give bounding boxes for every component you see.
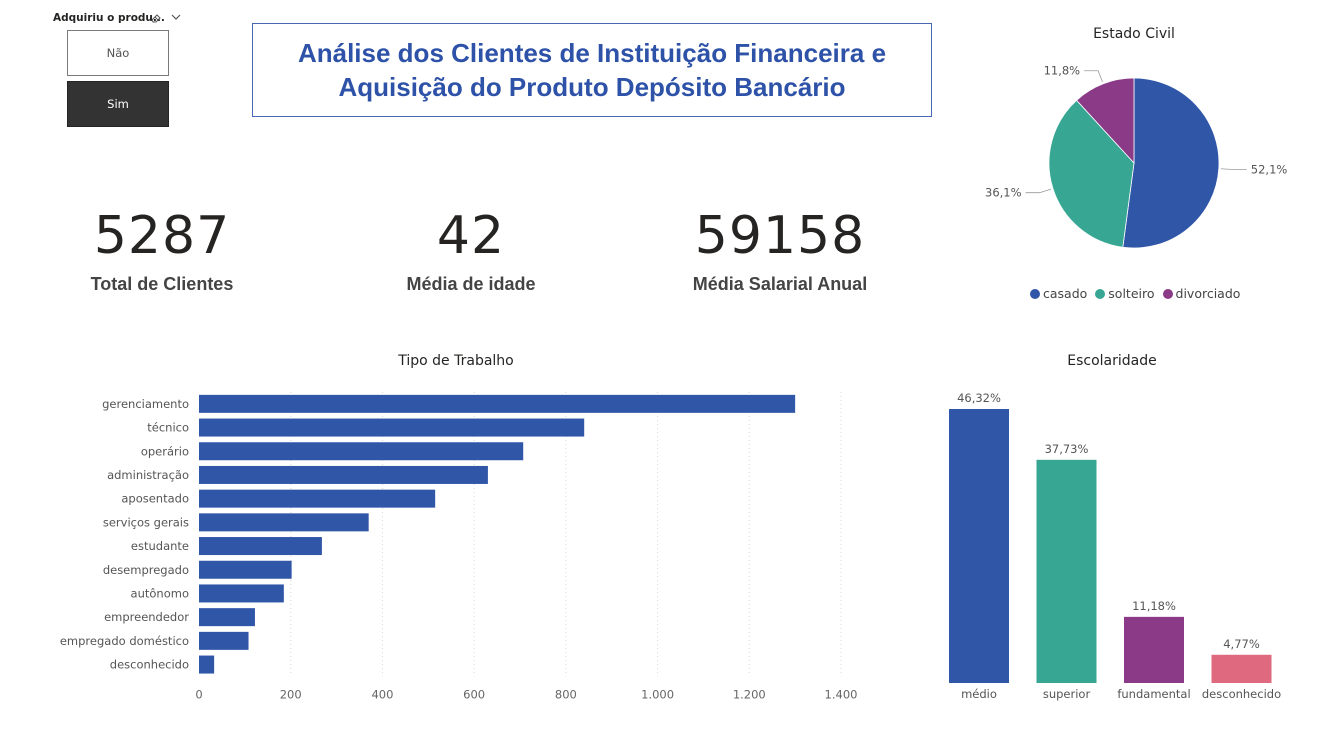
kpi-total-clientes-value: 5287 <box>93 206 231 266</box>
x-tick-label: 400 <box>371 687 393 701</box>
legend-label-divorciado: divorciado <box>1175 286 1241 301</box>
legend-dot-divorciado <box>1162 288 1173 299</box>
y-category-label: gerenciamento <box>102 397 189 411</box>
job-bar-chart: 0 200 400 600 800 1.000 1.200 1.400 gerenciament… <box>60 392 858 701</box>
pie-leader-casado <box>1220 168 1247 170</box>
page-title-line2: Aquisição do Produto Depósito Bancário <box>338 72 846 102</box>
y-category-label: empregado doméstico <box>60 634 189 648</box>
x-tick-label: 1.000 <box>641 687 674 701</box>
pie-slice-divorciado[interactable] <box>1076 77 1135 165</box>
pie-chart-title: Estado Civil <box>1093 26 1175 42</box>
kpi-media-idade-value: 42 <box>436 206 506 266</box>
y-category-label: serviços gerais <box>103 515 189 529</box>
data-label-desconhecido: 4,77% <box>1223 637 1260 651</box>
legend-item-divorciado[interactable]: divorciado <box>1162 286 1241 301</box>
legend-dot-solteiro <box>1095 288 1106 299</box>
bar-operário[interactable] <box>199 442 524 461</box>
legend-item-solteiro[interactable]: solteiro <box>1095 286 1155 301</box>
data-label-fundamental: 11,18% <box>1132 599 1176 613</box>
y-category-label: estudante <box>131 539 189 553</box>
page-title: Análise dos Clientes de Instituição Fina… <box>272 36 912 104</box>
x-tick-label: 0 <box>195 687 202 701</box>
pie-label-solteiro: 36,1% <box>985 186 1022 200</box>
bar-superior[interactable] <box>1036 459 1097 683</box>
bar-médio[interactable] <box>949 409 1009 683</box>
y-category-label: aposentado <box>121 492 189 506</box>
y-category-label: operário <box>141 444 189 458</box>
education-chart-title: Escolaridade <box>1067 353 1157 369</box>
x-tick-label: 800 <box>555 687 577 701</box>
x-tick-label: 200 <box>280 687 302 701</box>
slicer-option-nao[interactable]: Não <box>67 30 169 76</box>
y-category-label: desempregado <box>103 563 189 577</box>
x-category-label: médio <box>961 687 997 701</box>
bar-desconhecido[interactable] <box>1211 654 1272 683</box>
x-category-label: fundamental <box>1117 687 1190 701</box>
pie-leader-divorciado <box>1084 70 1103 83</box>
page-title-line1: Análise dos Clientes de Instituição Fina… <box>297 38 887 68</box>
slicer-option-sim[interactable]: Sim <box>67 81 169 127</box>
pie-slice-casado[interactable] <box>1122 77 1220 249</box>
legend-dot-casado <box>1030 288 1040 299</box>
eraser-icon[interactable] <box>150 12 162 24</box>
pie-slice-solteiro[interactable] <box>1048 99 1135 248</box>
bar-empreendedor[interactable] <box>199 608 255 627</box>
bar-estudante[interactable] <box>199 537 322 556</box>
job-chart-title: Tipo de Trabalho <box>398 353 514 369</box>
bar-autônomo[interactable] <box>199 584 284 603</box>
kpi-total-clientes-label: Total de Clientes <box>90 274 234 294</box>
bar-gerenciamento[interactable] <box>199 394 796 413</box>
x-category-label: desconhecido <box>1202 687 1281 701</box>
bar-fundamental[interactable] <box>1124 616 1184 683</box>
x-tick-label: 1.200 <box>733 687 766 701</box>
y-category-label: empreendedor <box>104 610 189 624</box>
pie-chart: 52,1% 36,1% 11,8% <box>985 64 1288 249</box>
page-title-box: Análise dos Clientes de Instituição Fina… <box>252 23 932 117</box>
kpi-media-salarial-value: 59158 <box>694 206 866 266</box>
y-category-label: técnico <box>147 421 189 435</box>
bar-administração[interactable] <box>199 465 488 484</box>
slicer-title: Adquiriu o produ... <box>53 12 165 24</box>
bar-desempregado[interactable] <box>199 560 292 579</box>
x-tick-label: 600 <box>463 687 485 701</box>
bar-técnico[interactable] <box>199 418 585 437</box>
legend-label-solteiro: solteiro <box>1108 286 1155 301</box>
y-category-label: desconhecido <box>110 658 189 672</box>
pie-label-divorciado: 11,8% <box>1044 64 1081 78</box>
bar-empregado doméstico[interactable] <box>199 631 249 650</box>
data-label-médio: 46,32% <box>957 391 1001 405</box>
education-bar-chart: 46,32% médio 37,73% superior 11,18% fundament… <box>949 391 1281 701</box>
pie-label-casado: 52,1% <box>1251 163 1288 177</box>
pie-legend: casado solteiro divorciado <box>1030 286 1240 301</box>
legend-item-casado[interactable]: casado <box>1030 286 1087 301</box>
data-label-superior: 37,73% <box>1045 442 1089 456</box>
y-category-label: autônomo <box>131 586 189 600</box>
bar-aposentado[interactable] <box>199 489 436 508</box>
bar-serviços gerais[interactable] <box>199 513 369 532</box>
x-tick-label: 1.400 <box>825 687 858 701</box>
legend-label-casado: casado <box>1043 286 1088 301</box>
kpi-media-salarial-label: Média Salarial Anual <box>692 274 868 294</box>
x-category-label: superior <box>1043 687 1091 701</box>
pie-leader-solteiro <box>1025 188 1052 194</box>
chevron-down-icon[interactable] <box>171 12 181 22</box>
y-category-label: administração <box>107 468 189 482</box>
bar-desconhecido[interactable] <box>199 655 215 674</box>
kpi-media-idade-label: Média de idade <box>406 274 536 294</box>
